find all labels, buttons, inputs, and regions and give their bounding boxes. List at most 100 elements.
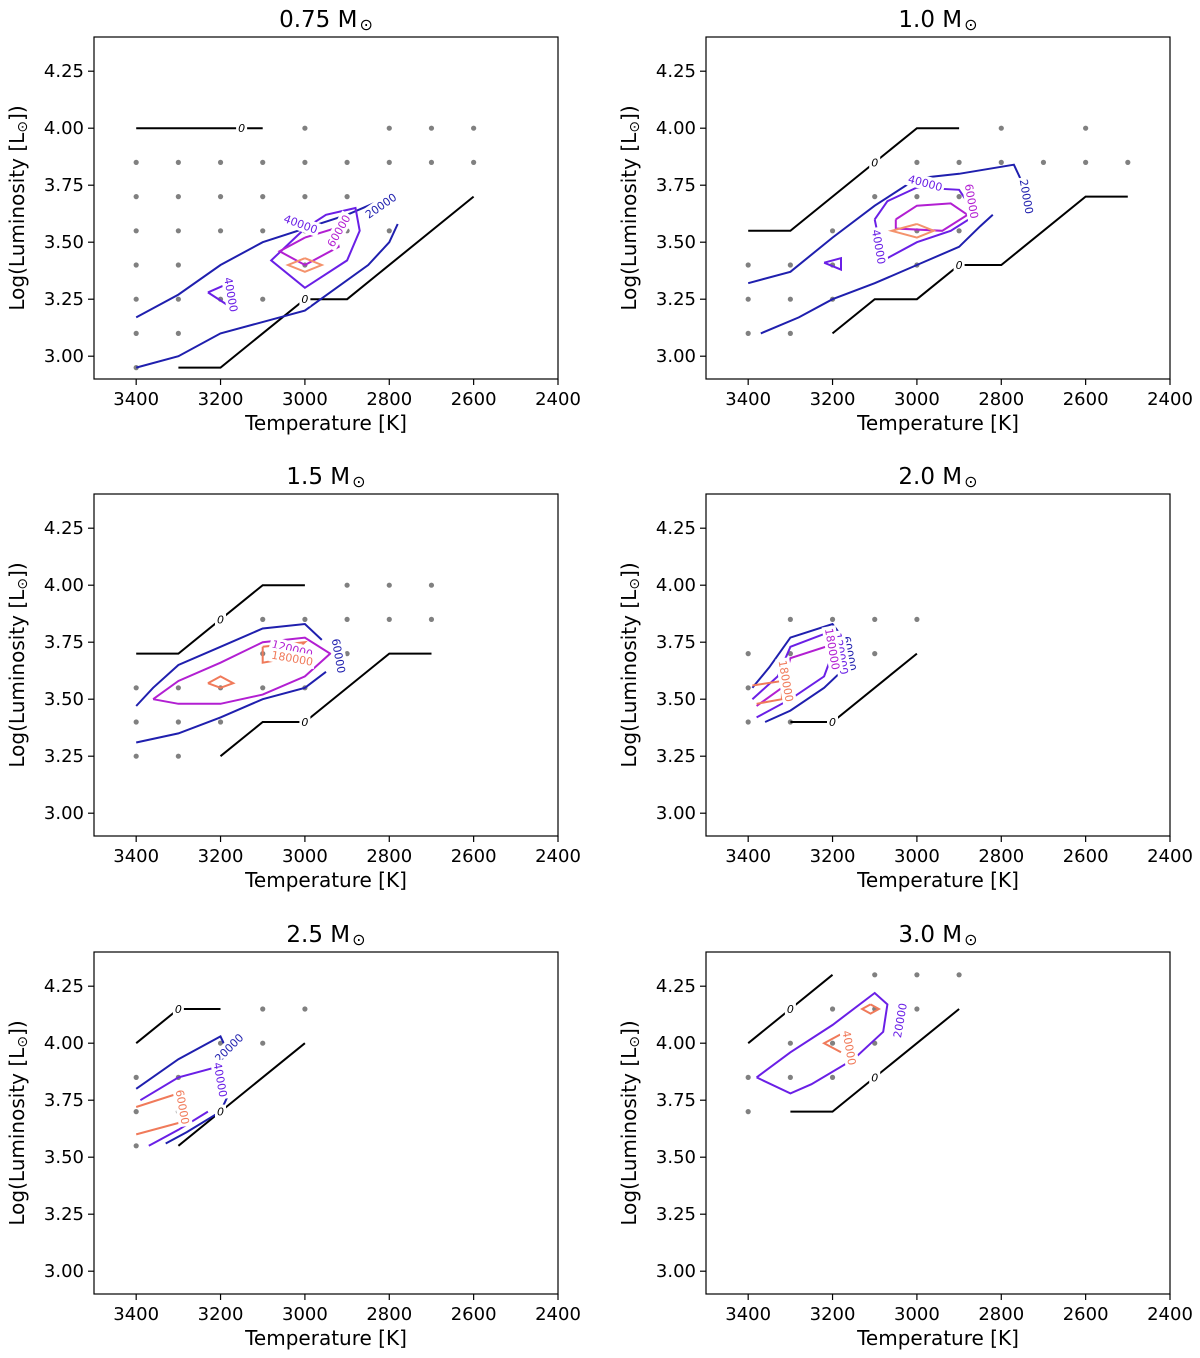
contour-label: 60000 <box>962 183 981 220</box>
contour-label-bg <box>279 210 322 238</box>
grid-point <box>386 125 392 131</box>
y-tick-label: 4.25 <box>656 518 696 539</box>
axes-frame <box>93 951 559 1295</box>
x-tick-label: 2600 <box>1063 846 1109 867</box>
contour-label-bg <box>360 188 401 223</box>
contour-label-bg <box>904 171 946 195</box>
x-tick-label: 3200 <box>198 1304 244 1325</box>
contour-label-bg <box>784 1002 796 1016</box>
grid-point <box>745 1109 751 1115</box>
y-axis-label-text: Log(Luminosity [L <box>617 132 641 311</box>
panel-title: 2.5 M ⊙ <box>286 922 365 949</box>
grid-point <box>745 296 751 302</box>
grid-point <box>217 194 224 200</box>
grid-point <box>787 262 793 268</box>
x-tick-label: 2600 <box>1063 389 1109 410</box>
x-tick-label: 3000 <box>894 389 940 410</box>
grid-point <box>872 972 878 978</box>
contour-label-group: 40000 <box>220 274 242 316</box>
contour-label-bg <box>889 999 911 1041</box>
contour-label: 0 <box>175 1003 182 1016</box>
grid-point <box>386 582 392 588</box>
y-tick-label: 3.50 <box>44 1147 84 1168</box>
x-axis-label: Temperature [K] <box>244 411 407 435</box>
grid-point <box>260 228 266 234</box>
x-tick-label: 3200 <box>810 846 856 867</box>
y-tick-label: 4.00 <box>44 575 84 596</box>
x-tick-label: 2800 <box>978 1304 1024 1325</box>
sun-symbol: ⊙ <box>352 472 365 491</box>
grid-point <box>872 651 878 657</box>
contour-line-40000 <box>823 256 842 272</box>
grid-point <box>217 1040 224 1046</box>
grid-point <box>133 1074 139 1080</box>
grid-point <box>260 685 266 691</box>
panel-title-text: 2.0 M <box>898 464 962 490</box>
contour-label: 40000 <box>211 1061 230 1098</box>
y-axis-label-end: ]) <box>617 105 641 121</box>
contour-line-20000 <box>760 214 994 335</box>
y-axis-label: Log(Luminosity [L⊙]) <box>617 562 643 767</box>
contour-label: 0 <box>787 1003 794 1016</box>
grid-point <box>428 125 435 131</box>
y-tick-label: 3.00 <box>44 346 84 367</box>
contour-label-bg <box>869 155 881 170</box>
contour-label-bg <box>827 715 838 729</box>
contour-label-group: 40000 <box>210 1059 231 1101</box>
grid-point <box>829 616 836 623</box>
y-tick-label: 3.75 <box>44 1090 84 1111</box>
x-tick-label: 2800 <box>978 389 1024 410</box>
panel-title-text: 2.5 M <box>286 922 350 948</box>
grid-point <box>914 972 920 978</box>
grid-point <box>175 330 181 336</box>
y-tick-label: 3.75 <box>656 1090 696 1111</box>
x-tick-label: 3200 <box>810 389 856 410</box>
y-tick-label: 3.00 <box>656 803 696 824</box>
y-tick-label: 3.25 <box>656 289 696 310</box>
contour-label: 0 <box>871 156 878 169</box>
contour-label: 0 <box>217 1106 224 1119</box>
plot-area <box>94 37 558 379</box>
panel-title-text: 3.0 M <box>898 922 962 948</box>
contour-label-bg <box>210 1029 248 1067</box>
grid-point <box>175 719 181 725</box>
contour-label: 0 <box>217 613 224 626</box>
contour-label-group: 0 <box>869 1070 881 1085</box>
y-tick-label: 4.25 <box>44 976 84 997</box>
y-tick-label: 3.25 <box>44 746 84 767</box>
grid-point <box>872 194 878 200</box>
grid-point <box>956 228 962 234</box>
sun-symbol: ⊙ <box>359 15 372 34</box>
x-axis-label: Temperature [K] <box>856 868 1019 892</box>
y-axis-label-text: Log(Luminosity [L <box>5 589 29 768</box>
grid-point <box>745 1074 751 1080</box>
grid-point <box>302 159 308 165</box>
grid-point <box>956 972 962 978</box>
y-tick-label: 3.50 <box>656 232 696 253</box>
grid-point <box>428 159 435 165</box>
x-tick-label: 2800 <box>978 846 1024 867</box>
sun-symbol: ⊙ <box>964 930 977 949</box>
plot-area <box>706 952 1170 1294</box>
contour-line-60000 <box>277 227 340 267</box>
y-tick-label: 4.25 <box>656 61 696 82</box>
x-tick-label: 3000 <box>282 389 328 410</box>
grid-point <box>787 296 793 302</box>
grid-point <box>260 296 266 302</box>
contour-label-bg <box>220 274 242 316</box>
y-tick-label: 3.50 <box>44 689 84 710</box>
sun-symbol: ⊙ <box>627 578 643 590</box>
contour-label: 60000 <box>173 1089 192 1126</box>
grid-point <box>745 330 751 336</box>
grid-point <box>217 719 224 725</box>
grid-point <box>829 228 836 234</box>
grid-point <box>133 330 139 336</box>
grid-point <box>133 296 139 302</box>
grid-point <box>956 159 962 165</box>
contour-label: 0 <box>829 716 836 729</box>
grid-point <box>133 262 139 268</box>
x-tick-label: 2600 <box>1063 1304 1109 1325</box>
